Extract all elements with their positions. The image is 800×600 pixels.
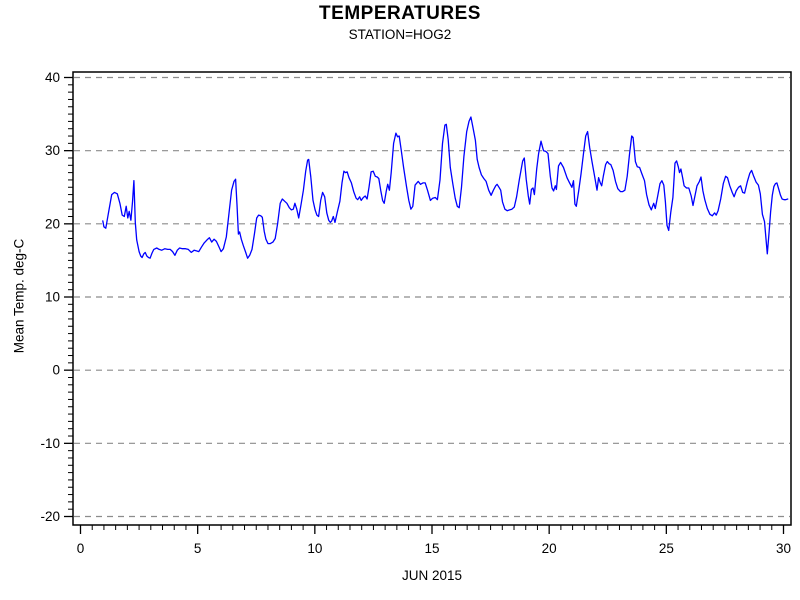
chart-title: TEMPERATURES [319,3,481,24]
x-tick-label: 25 [659,541,674,556]
y-tick-label: 0 [52,363,60,378]
y-tick-label: 40 [45,70,60,85]
y-tick-label: -20 [40,509,60,524]
y-tick-label: 20 [45,216,60,231]
y-tick-label: -10 [40,436,60,451]
x-axis-label: JUN 2015 [401,568,463,583]
plot-frame [72,71,792,526]
chart-subtitle: STATION=HOG2 [348,27,452,42]
x-tick-label: 0 [77,541,85,556]
x-tick-label: 20 [542,541,557,556]
x-tick-label: 5 [194,541,202,556]
x-tick-label: 15 [424,541,439,556]
temperature-line [102,116,789,259]
y-axis-label: Mean Temp. deg-C [11,238,27,354]
y-tick-label: 10 [45,290,60,305]
y-tick-label: 30 [45,143,60,158]
x-tick-label: 10 [307,541,322,556]
x-tick-label: 30 [776,541,791,556]
